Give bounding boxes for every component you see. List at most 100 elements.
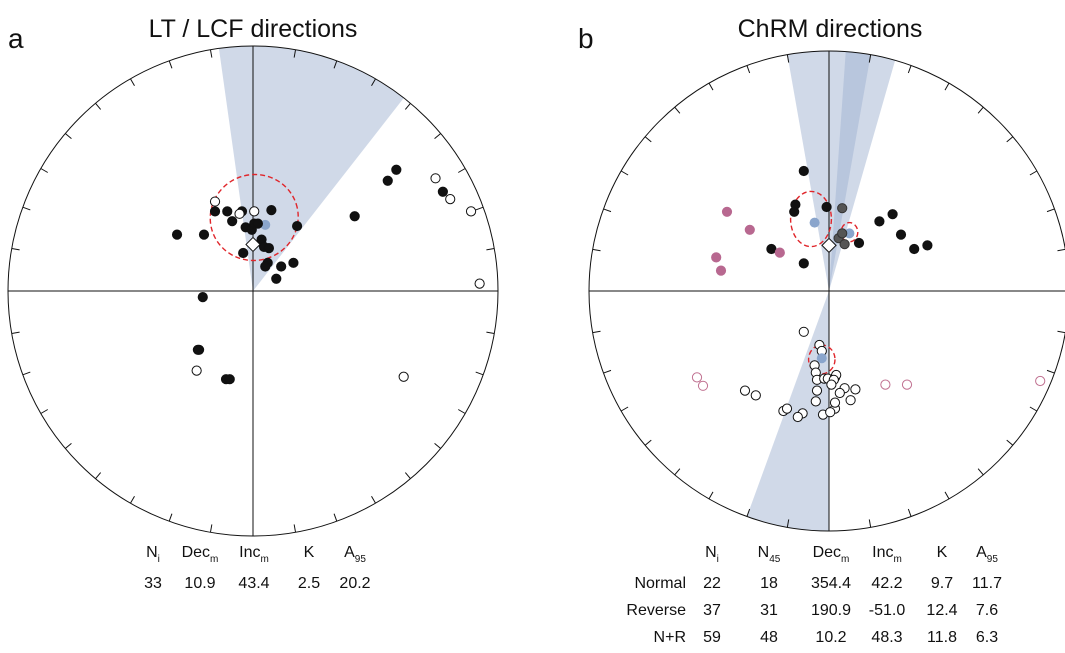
data-point-normal-filled: [909, 243, 920, 255]
net-tick: [168, 513, 173, 522]
net-tick: [475, 371, 484, 376]
net-tick: [1006, 439, 1014, 446]
net-tick: [644, 439, 652, 446]
data-point-normal-filled: [887, 209, 898, 220]
stats-value: 20.2: [339, 575, 370, 592]
stats-table-a: Ni Decm Incm K A95 33 10.9 43.4 2.5 20.2: [144, 544, 371, 592]
net-tick: [708, 82, 714, 91]
net-tick: [1046, 369, 1055, 374]
net-tick: [434, 133, 442, 140]
chart-title-a: LT / LCF directions: [149, 15, 358, 43]
data-point-converted: [197, 292, 208, 303]
data-point-reverse-open: [750, 390, 761, 401]
net-tick: [620, 170, 629, 176]
stats-header: Ni: [146, 544, 160, 565]
net-tick: [746, 508, 751, 517]
stats-header: Ni: [705, 544, 719, 565]
data-point-normal-filled: [922, 240, 933, 251]
data-point-reverse-open: [781, 403, 793, 414]
data-point-filled: [437, 186, 448, 197]
net-tick: [603, 208, 612, 213]
panel-letter-b: b: [578, 23, 594, 54]
data-point-open: [209, 196, 221, 207]
mean-direction-reverse: [816, 353, 827, 364]
data-point-open: [398, 371, 409, 382]
data-point-filled: [171, 229, 183, 240]
data-point-reverse-open: [834, 387, 845, 399]
net-tick: [603, 369, 612, 374]
data-point-filled: [209, 206, 221, 217]
stats-row-label: Normal: [634, 575, 686, 592]
data-point-normal-filled: [789, 206, 800, 217]
stats-header: Incm: [239, 544, 269, 565]
net-tick: [1057, 248, 1065, 252]
net-tick: [907, 508, 912, 517]
stats-value: 18: [760, 575, 778, 592]
stats-value: 48: [760, 629, 778, 646]
net-tick: [868, 54, 872, 63]
data-point-normal-filled: [853, 237, 865, 249]
data-point-reverse-open: [850, 384, 861, 395]
data-point-open: [430, 173, 441, 184]
data-point-normal-filled: [798, 165, 809, 177]
stats-value: 10.2: [815, 629, 846, 646]
net-tick: [457, 168, 466, 173]
net-tick: [95, 472, 102, 480]
net-tick: [868, 519, 872, 528]
stats-header: A95: [344, 544, 366, 565]
data-point-reverse-open-pink: [1035, 375, 1046, 387]
stats-value: 12.4: [926, 602, 957, 619]
stats-row-label: Reverse: [626, 602, 686, 619]
net-tick: [1006, 136, 1014, 143]
net-tick: [293, 524, 297, 533]
net-tick: [708, 491, 714, 500]
data-point-normal-filled: [874, 216, 885, 227]
stereonet-b: [588, 50, 1065, 532]
net-tick: [457, 409, 466, 414]
data-point-normal-grey: [839, 239, 850, 250]
data-point-normal-pink: [744, 224, 755, 235]
panel-letter-a: a: [8, 23, 24, 54]
net-tick: [333, 60, 338, 69]
stats-header: Decm: [182, 544, 219, 565]
net-tick: [486, 247, 495, 251]
net-tick: [475, 206, 484, 211]
data-point-reverse-open: [739, 385, 751, 396]
data-point-reverse-open-pink: [691, 372, 703, 383]
data-point-filled: [222, 206, 233, 217]
data-point-converted: [192, 344, 203, 355]
stats-value: 43.4: [238, 575, 269, 592]
data-point-open: [249, 206, 260, 217]
net-tick: [130, 495, 135, 504]
stats-value: 190.9: [811, 602, 851, 619]
data-point-reverse-open-pink: [697, 380, 709, 391]
net-tick: [130, 78, 135, 87]
net-tick: [209, 49, 213, 58]
net-tick: [1029, 170, 1038, 176]
stereonet-panel-b: b ChRM directions Ni N45 Decm Incm K A95 Norma…: [578, 15, 1065, 646]
stats-value: 6.3: [976, 629, 998, 646]
net-tick: [674, 468, 681, 476]
data-point-normal-pink: [721, 206, 733, 217]
data-point-normal-grey: [837, 228, 848, 239]
net-tick: [592, 330, 601, 334]
stereonet-a: [7, 45, 499, 537]
data-point-normal-filled: [798, 258, 809, 269]
net-tick: [11, 331, 20, 335]
data-point-filled: [263, 243, 275, 254]
net-tick: [674, 106, 681, 114]
net-tick: [907, 65, 912, 74]
stats-row-label: N+R: [654, 629, 686, 646]
stats-value: 37: [703, 602, 721, 619]
net-tick: [1057, 330, 1065, 334]
data-point-filled: [391, 164, 402, 175]
data-point-normal-filled: [766, 243, 777, 255]
data-point-filled: [260, 261, 271, 272]
data-point-normal-filled: [895, 229, 907, 240]
net-tick: [1029, 406, 1038, 412]
data-point-reverse-open: [811, 385, 823, 396]
mean-diamond: [245, 236, 261, 253]
net-tick: [404, 102, 411, 110]
net-tick: [620, 406, 629, 412]
